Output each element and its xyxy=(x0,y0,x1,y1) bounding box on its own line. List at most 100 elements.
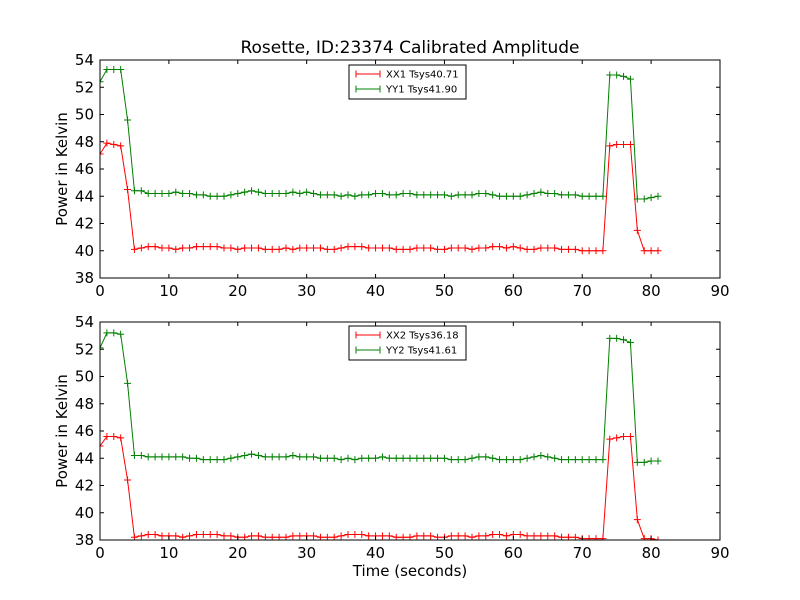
data-point-xx1-tsys40-71 xyxy=(544,244,552,252)
data-point-yy2-tsys41-61 xyxy=(585,456,593,464)
data-point-xx1-tsys40-71 xyxy=(551,244,559,252)
data-point-yy2-tsys41-61 xyxy=(461,456,469,464)
data-point-xx1-tsys40-71 xyxy=(130,245,138,253)
data-point-yy2-tsys41-61 xyxy=(117,330,125,338)
x-tick-label: 60 xyxy=(504,282,523,300)
data-point-yy2-tsys41-61 xyxy=(303,453,311,461)
data-point-xx1-tsys40-71 xyxy=(227,244,235,252)
data-point-yy1-tsys41-90 xyxy=(378,190,386,198)
x-tick-label: 80 xyxy=(642,282,661,300)
data-point-yy1-tsys41-90 xyxy=(310,190,318,198)
data-point-yy2-tsys41-61 xyxy=(599,456,607,464)
data-point-yy2-tsys41-61 xyxy=(268,453,276,461)
data-point-yy1-tsys41-90 xyxy=(248,187,256,195)
data-point-yy1-tsys41-90 xyxy=(323,191,331,199)
data-point-yy1-tsys41-90 xyxy=(427,191,435,199)
data-point-yy1-tsys41-90 xyxy=(365,191,373,199)
data-point-yy2-tsys41-61 xyxy=(206,456,214,464)
data-point-yy1-tsys41-90 xyxy=(599,192,607,200)
y-tick-label: 48 xyxy=(75,395,94,413)
data-point-xx1-tsys40-71 xyxy=(516,244,524,252)
data-point-yy2-tsys41-61 xyxy=(468,454,476,462)
data-point-xx2-tsys36-18 xyxy=(192,531,200,539)
data-point-xx1-tsys40-71 xyxy=(647,247,655,255)
data-point-yy1-tsys41-90 xyxy=(213,192,221,200)
data-point-xx1-tsys40-71 xyxy=(502,244,510,252)
data-point-yy2-tsys41-61 xyxy=(399,454,407,462)
y-axis-label: Power in Kelvin xyxy=(53,112,71,226)
data-point-xx2-tsys36-18 xyxy=(351,531,359,539)
data-point-xx1-tsys40-71 xyxy=(275,245,283,253)
data-point-yy2-tsys41-61 xyxy=(489,454,497,462)
data-point-xx2-tsys36-18 xyxy=(151,531,159,539)
data-point-xx2-tsys36-18 xyxy=(475,532,483,540)
y-tick-label: 42 xyxy=(75,477,94,495)
legend-entry-xx2-tsys36-18: XX2 Tsys36.18 xyxy=(355,331,459,342)
data-point-yy2-tsys41-61 xyxy=(654,457,662,465)
data-point-xx2-tsys36-18 xyxy=(310,532,318,540)
legend: XX1 Tsys40.71 YY1 Tsys41.90 xyxy=(348,64,467,100)
data-point-xx1-tsys40-71 xyxy=(234,245,242,253)
data-point-yy1-tsys41-90 xyxy=(206,192,214,200)
data-point-yy1-tsys41-90 xyxy=(117,66,125,74)
data-point-yy2-tsys41-61 xyxy=(282,453,290,461)
data-point-yy2-tsys41-61 xyxy=(509,456,517,464)
data-point-yy1-tsys41-90 xyxy=(633,195,641,203)
data-point-yy1-tsys41-90 xyxy=(165,190,173,198)
data-point-yy2-tsys41-61 xyxy=(358,454,366,462)
data-point-xx1-tsys40-71 xyxy=(282,244,290,252)
data-point-yy2-tsys41-61 xyxy=(385,454,393,462)
data-point-xx1-tsys40-71 xyxy=(365,244,373,252)
data-point-yy2-tsys41-61 xyxy=(413,454,421,462)
data-point-xx1-tsys40-71 xyxy=(606,142,614,150)
data-point-yy2-tsys41-61 xyxy=(158,453,166,461)
data-point-yy1-tsys41-90 xyxy=(564,191,572,199)
data-point-xx2-tsys36-18 xyxy=(585,535,593,540)
legend-label: XX2 Tsys36.18 xyxy=(386,331,459,342)
data-point-xx1-tsys40-71 xyxy=(392,245,400,253)
x-tick-label: 0 xyxy=(95,544,105,562)
data-point-yy1-tsys41-90 xyxy=(558,191,566,199)
legend-box xyxy=(348,64,467,100)
data-point-xx1-tsys40-71 xyxy=(144,243,152,251)
data-point-xx1-tsys40-71 xyxy=(310,244,318,252)
data-point-yy1-tsys41-90 xyxy=(351,192,359,200)
legend-marker xyxy=(355,70,381,78)
data-point-xx2-tsys36-18 xyxy=(103,432,111,440)
legend-marker xyxy=(355,331,381,339)
legend: XX2 Tsys36.18 YY2 Tsys41.61 xyxy=(348,325,467,361)
data-point-yy1-tsys41-90 xyxy=(420,191,428,199)
legend-label: YY2 Tsys41.61 xyxy=(385,346,457,357)
data-point-xx1-tsys40-71 xyxy=(358,243,366,251)
data-point-yy2-tsys41-61 xyxy=(289,452,297,460)
data-point-yy2-tsys41-61 xyxy=(110,329,118,337)
data-point-yy1-tsys41-90 xyxy=(254,188,262,196)
plot-panels: 0 10 20 30 40 50 60 70 80 90 38 40 42 44 46 48 50 52 54 Pow… xyxy=(53,51,730,562)
data-point-yy2-tsys41-61 xyxy=(502,456,510,464)
data-point-yy2-tsys41-61 xyxy=(234,453,242,461)
data-point-xx1-tsys40-71 xyxy=(613,140,621,148)
data-point-xx2-tsys36-18 xyxy=(213,531,221,539)
data-point-xx2-tsys36-18 xyxy=(385,532,393,540)
data-point-yy2-tsys41-61 xyxy=(496,456,504,464)
data-point-yy2-tsys41-61 xyxy=(344,454,352,462)
data-point-xx2-tsys36-18 xyxy=(530,532,538,540)
data-point-xx2-tsys36-18 xyxy=(606,435,614,443)
data-point-xx1-tsys40-71 xyxy=(372,244,380,252)
data-point-yy1-tsys41-90 xyxy=(144,190,152,198)
data-point-yy1-tsys41-90 xyxy=(192,191,200,199)
y-tick-label: 46 xyxy=(75,160,94,178)
data-point-xx1-tsys40-71 xyxy=(413,244,421,252)
data-point-yy2-tsys41-61 xyxy=(275,453,283,461)
data-point-xx1-tsys40-71 xyxy=(564,245,572,253)
data-point-xx1-tsys40-71 xyxy=(640,247,648,255)
x-tick-label: 80 xyxy=(642,544,661,562)
chart-title: Rosette, ID:23374 Calibrated Amplitude xyxy=(240,38,579,58)
data-point-xx2-tsys36-18 xyxy=(206,531,214,539)
data-point-yy1-tsys41-90 xyxy=(551,190,559,198)
data-point-yy1-tsys41-90 xyxy=(337,192,345,200)
data-point-xx1-tsys40-71 xyxy=(165,244,173,252)
data-point-yy1-tsys41-90 xyxy=(447,192,455,200)
